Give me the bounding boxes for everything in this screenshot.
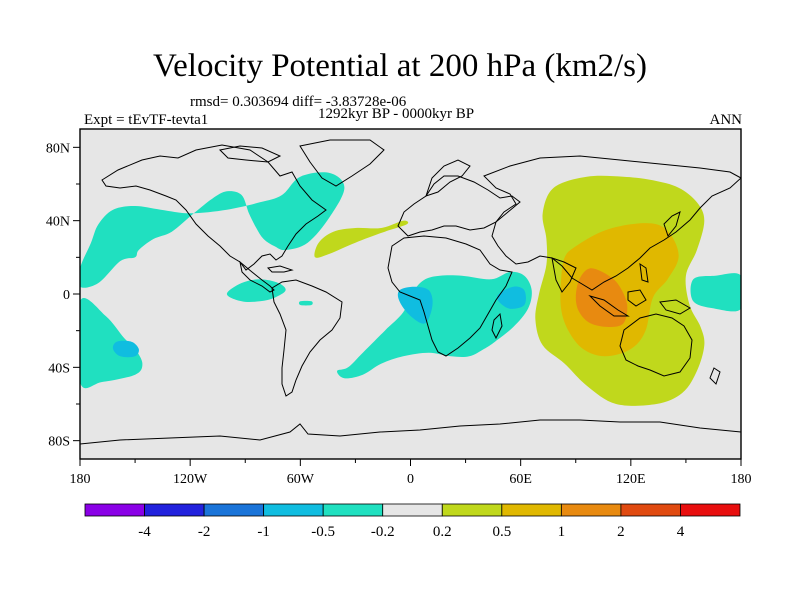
x-tick-label: 60E bbox=[509, 472, 532, 487]
colorbar-swatch bbox=[441, 503, 503, 517]
colorbar-label: 4 bbox=[677, 524, 685, 540]
x-axis: 180 120W 60W 0 60E 120E 180 bbox=[70, 459, 752, 487]
x-tick-label: 180 bbox=[70, 472, 91, 487]
contour-region-12 bbox=[575, 268, 628, 327]
x-tick-label: 0 bbox=[407, 472, 414, 487]
coastline-scandinavia bbox=[425, 159, 471, 197]
contour-fill-layer bbox=[80, 172, 741, 406]
coastline-new-zealand bbox=[709, 367, 721, 385]
coastline-antarctica bbox=[80, 419, 741, 445]
x-tick-label: 120W bbox=[173, 472, 208, 487]
contour-region-0 bbox=[80, 172, 345, 288]
coastline-philippines bbox=[639, 262, 649, 283]
y-tick-label: 40N bbox=[46, 215, 70, 230]
contour-region-6 bbox=[397, 286, 433, 324]
y-axis: 80N 40N 0 40S 80S bbox=[46, 141, 80, 450]
colorbar-label: -0.2 bbox=[371, 524, 395, 540]
contour-region-5 bbox=[690, 273, 741, 312]
y-tick-label: 80N bbox=[46, 141, 70, 156]
contour-region-10 bbox=[314, 220, 409, 258]
coastline-caribbean bbox=[266, 265, 294, 273]
colorbar-label: -1 bbox=[257, 524, 270, 540]
coastline-greenland bbox=[299, 139, 385, 187]
coastline-maritime-continent bbox=[588, 294, 630, 317]
colorbar-swatch bbox=[620, 503, 681, 517]
colorbar-swatch bbox=[322, 503, 384, 517]
colorbar-label: 2 bbox=[617, 524, 625, 540]
colorbar-label: -0.5 bbox=[311, 524, 335, 540]
coastline-europe bbox=[397, 175, 521, 237]
colorbar-label: -4 bbox=[138, 524, 151, 540]
coastline-north-america bbox=[101, 144, 327, 271]
plot-title: Velocity Potential at 200 hPa (km2/s) bbox=[152, 48, 648, 84]
colorbar-swatch bbox=[680, 503, 741, 517]
contour-region-2 bbox=[337, 271, 532, 379]
coastline-australia bbox=[619, 313, 693, 377]
coastline-layer bbox=[80, 139, 741, 445]
colorbar-label: 0.2 bbox=[433, 524, 452, 540]
stats-label: rmsd= 0.303694 diff= -3.83728e-06 bbox=[190, 94, 407, 110]
x-tick-label: 180 bbox=[731, 472, 752, 487]
colorbar-swatch bbox=[84, 503, 145, 517]
season-label: ANN bbox=[709, 112, 743, 128]
coastline-south-america bbox=[271, 279, 343, 397]
colorbar-label: -2 bbox=[198, 524, 211, 540]
colorbar-swatch bbox=[263, 503, 324, 517]
x-tick-label: 120E bbox=[616, 472, 646, 487]
colorbar-swatch bbox=[144, 503, 205, 517]
y-tick-label: 40S bbox=[48, 361, 70, 376]
coastline-new-guinea bbox=[659, 299, 691, 315]
contour-region-7 bbox=[497, 286, 526, 309]
coastline-borneo bbox=[627, 289, 647, 307]
coastline-arctic-islands bbox=[218, 145, 282, 163]
y-tick-label: 0 bbox=[63, 288, 70, 303]
experiment-label: Expt = tEvTF-tevta1 bbox=[84, 112, 209, 128]
coastline-japan bbox=[663, 211, 681, 238]
coastline-india bbox=[551, 257, 577, 293]
colorbar-swatch bbox=[382, 503, 443, 517]
coastline-asia bbox=[483, 155, 741, 291]
contour-region-8 bbox=[112, 340, 139, 358]
coastline-africa bbox=[387, 235, 513, 357]
colorbar-swatch bbox=[501, 503, 562, 517]
contour-region-3 bbox=[226, 279, 286, 303]
colorbar-label: 1 bbox=[558, 524, 566, 540]
colorbar: -4 -2 -1 -0.5 -0.2 0.2 0.5 1 2 4 bbox=[84, 503, 741, 540]
colorbar-label: 0.5 bbox=[492, 524, 511, 540]
contour-region-4 bbox=[298, 300, 313, 306]
period-label: 1292kyr BP - 0000kyr BP bbox=[318, 106, 475, 122]
coastline-madagascar bbox=[491, 312, 503, 340]
x-tick-label: 60W bbox=[287, 472, 315, 487]
colorbar-swatch bbox=[203, 503, 265, 517]
contour-region-1 bbox=[80, 298, 143, 389]
colorbar-swatch bbox=[560, 503, 622, 517]
y-tick-label: 80S bbox=[48, 435, 70, 450]
